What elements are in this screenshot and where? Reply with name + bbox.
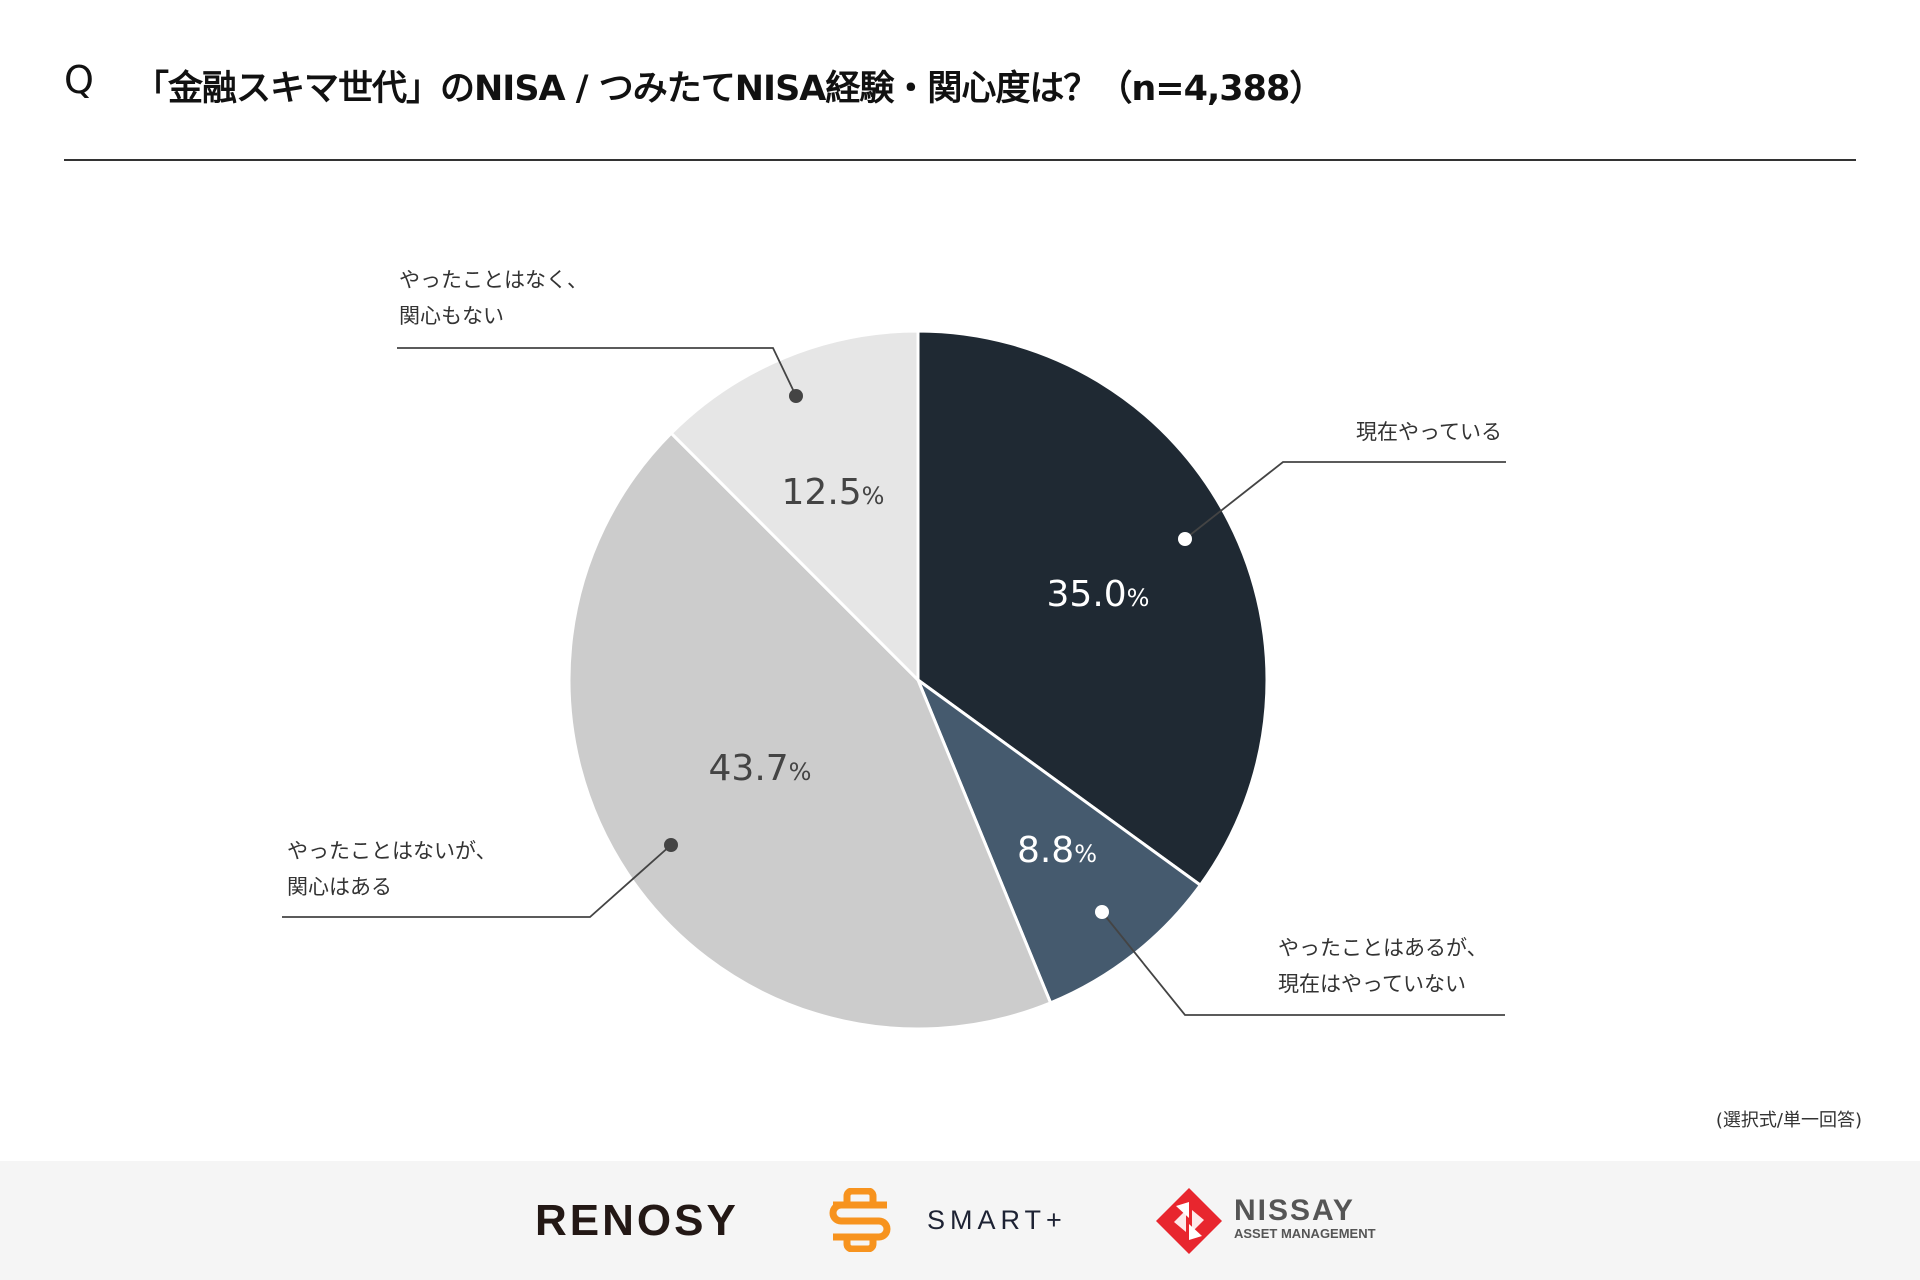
data-label-1: 8.8% — [1017, 830, 1097, 871]
callout-line: 現在はやっていない — [1278, 972, 1466, 996]
renosy-logo: RENOSY — [535, 1196, 739, 1245]
pie-slice-2 — [567, 431, 1053, 1031]
nissay-logo-text: NISSAY — [1234, 1194, 1355, 1227]
pie-slice-0 — [916, 329, 1269, 888]
footnote: (選択式/単一回答) — [1715, 1110, 1862, 1131]
leader-dot-2 — [664, 838, 678, 852]
callout-line: やったことはなく、 — [399, 268, 588, 292]
nissay-logo-icon — [1156, 1188, 1222, 1254]
question-mark: Q — [64, 58, 94, 102]
callout-line: 関心はある — [287, 875, 392, 899]
smart-plus-logo-icon — [829, 1188, 891, 1252]
callout-label-0: 現在やっている — [1356, 414, 1502, 450]
footer — [0, 1161, 1920, 1280]
callout-line: やったことはないが、 — [287, 839, 497, 863]
pie-slice-3 — [669, 329, 920, 684]
leader-dot-3 — [789, 389, 803, 403]
pie-chart: 35.0% 8.8% 43.7% 12.5% — [282, 329, 1506, 1031]
leader-line-2 — [282, 844, 672, 918]
data-label-2: 43.7% — [709, 748, 812, 789]
smart-plus-logo-text: SMART+ — [927, 1205, 1067, 1235]
callout-line: 現在やっている — [1356, 420, 1502, 444]
leader-line-1 — [1101, 911, 1505, 1016]
leader-line-0 — [1184, 461, 1506, 540]
pie-slice-1 — [914, 675, 1203, 1005]
nissay-logo-subtext: ASSET MANAGEMENT — [1234, 1226, 1376, 1241]
page-title: 「金融スキマ世代」のNISA / つみたてNISA経験・関心度は？（n=4,38… — [134, 69, 1324, 109]
leader-dot-1 — [1095, 905, 1109, 919]
callout-line: 関心もない — [399, 304, 504, 328]
callout-line: やったことはあるが、 — [1278, 936, 1488, 960]
leader-dot-0 — [1178, 532, 1192, 546]
callout-label-3: やったことはなく、 関心もない — [399, 262, 588, 334]
callout-label-1: やったことはあるが、 現在はやっていない — [1278, 930, 1488, 1002]
data-label-0: 35.0% — [1047, 574, 1150, 615]
leader-line-3 — [397, 347, 797, 397]
callout-label-2: やったことはないが、 関心はある — [287, 833, 497, 905]
title-divider — [64, 159, 1856, 161]
data-label-3: 12.5% — [782, 472, 885, 513]
